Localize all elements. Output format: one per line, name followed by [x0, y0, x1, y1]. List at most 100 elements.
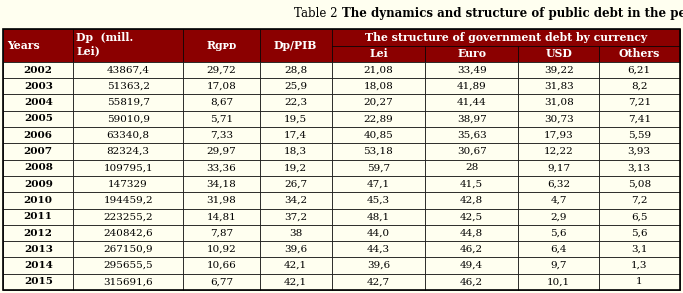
Bar: [73, 78, 183, 94]
Text: 30,73: 30,73: [544, 115, 574, 123]
Bar: [3, 274, 73, 290]
Bar: [518, 241, 599, 258]
Text: 29,72: 29,72: [206, 66, 236, 74]
Bar: [332, 192, 425, 209]
Text: 2006: 2006: [24, 131, 53, 140]
Text: USD: USD: [545, 48, 572, 59]
Bar: [183, 258, 260, 274]
Text: 55819,7: 55819,7: [107, 98, 150, 107]
Text: 17,93: 17,93: [544, 131, 574, 140]
Bar: [599, 127, 680, 143]
Text: 44,3: 44,3: [367, 245, 390, 254]
Bar: [599, 94, 680, 111]
Text: 31,83: 31,83: [544, 82, 574, 91]
Text: 147329: 147329: [108, 180, 148, 189]
Bar: [3, 160, 73, 176]
Bar: [3, 94, 73, 111]
Text: 2005: 2005: [24, 115, 53, 123]
Bar: [518, 94, 599, 111]
Bar: [518, 78, 599, 94]
Text: 21,08: 21,08: [363, 66, 393, 74]
Text: 240842,6: 240842,6: [103, 229, 153, 238]
Text: 33,49: 33,49: [457, 66, 486, 74]
Text: 45,3: 45,3: [367, 196, 390, 205]
Bar: [599, 78, 680, 94]
Bar: [332, 78, 425, 94]
Bar: [73, 29, 183, 62]
Bar: [260, 127, 332, 143]
Text: Others: Others: [619, 48, 660, 59]
Text: 37,2: 37,2: [284, 212, 307, 221]
Text: 2002: 2002: [24, 66, 53, 74]
Bar: [518, 274, 599, 290]
Bar: [518, 209, 599, 225]
Bar: [425, 94, 518, 111]
Text: 48,1: 48,1: [367, 212, 390, 221]
Text: 9,17: 9,17: [547, 163, 570, 172]
Bar: [332, 176, 425, 192]
Bar: [73, 62, 183, 78]
Text: 59010,9: 59010,9: [107, 115, 150, 123]
Text: 7,87: 7,87: [210, 229, 233, 238]
Text: 5,6: 5,6: [631, 229, 647, 238]
Bar: [260, 258, 332, 274]
Text: 38,97: 38,97: [457, 115, 486, 123]
Bar: [599, 160, 680, 176]
Bar: [332, 29, 680, 46]
Text: 4,7: 4,7: [550, 196, 567, 205]
Bar: [332, 62, 425, 78]
Text: 7,41: 7,41: [628, 115, 651, 123]
Text: 2004: 2004: [24, 98, 53, 107]
Text: 31,08: 31,08: [544, 98, 574, 107]
Bar: [260, 62, 332, 78]
Bar: [332, 46, 425, 62]
Text: 2003: 2003: [24, 82, 53, 91]
Text: 1: 1: [636, 277, 643, 287]
Bar: [260, 225, 332, 241]
Bar: [425, 111, 518, 127]
Bar: [518, 258, 599, 274]
Text: Lei: Lei: [369, 48, 388, 59]
Bar: [425, 160, 518, 176]
Text: 5,08: 5,08: [628, 180, 651, 189]
Text: 19,5: 19,5: [284, 115, 307, 123]
Text: 26,7: 26,7: [284, 180, 307, 189]
Bar: [183, 160, 260, 176]
Bar: [332, 94, 425, 111]
Bar: [332, 241, 425, 258]
Text: 18,3: 18,3: [284, 147, 307, 156]
Bar: [599, 176, 680, 192]
Bar: [183, 192, 260, 209]
Text: 41,5: 41,5: [460, 180, 484, 189]
Bar: [425, 225, 518, 241]
Text: 30,67: 30,67: [457, 147, 486, 156]
Bar: [3, 192, 73, 209]
Text: 25,9: 25,9: [284, 82, 307, 91]
Text: 3,13: 3,13: [628, 163, 651, 172]
Text: 10,66: 10,66: [206, 261, 236, 270]
Text: 42,8: 42,8: [460, 196, 484, 205]
Bar: [518, 46, 599, 62]
Bar: [518, 62, 599, 78]
Bar: [599, 258, 680, 274]
Bar: [518, 143, 599, 160]
Bar: [260, 29, 332, 62]
Bar: [183, 94, 260, 111]
Text: 20,27: 20,27: [363, 98, 393, 107]
Bar: [3, 111, 73, 127]
Text: 12,22: 12,22: [544, 147, 574, 156]
Bar: [425, 127, 518, 143]
Bar: [260, 274, 332, 290]
Text: 315691,6: 315691,6: [103, 277, 153, 287]
Text: Dp/PIB: Dp/PIB: [274, 40, 318, 51]
Bar: [425, 209, 518, 225]
Text: 2008: 2008: [24, 163, 53, 172]
Text: 35,63: 35,63: [457, 131, 486, 140]
Bar: [183, 62, 260, 78]
Text: 2,9: 2,9: [550, 212, 567, 221]
Text: 43867,4: 43867,4: [107, 66, 150, 74]
Bar: [599, 192, 680, 209]
Bar: [73, 94, 183, 111]
Bar: [183, 78, 260, 94]
Bar: [332, 209, 425, 225]
